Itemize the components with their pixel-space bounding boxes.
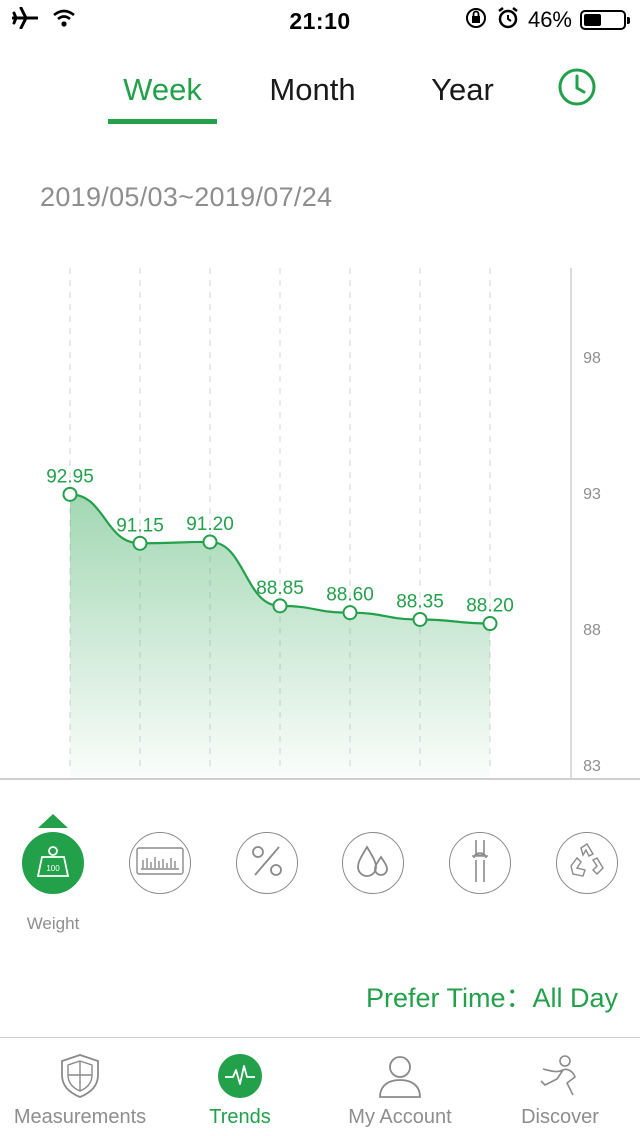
weight-icon: 100 (34, 842, 72, 885)
prefer-time-selector[interactable]: Prefer Time：All Day (365, 983, 618, 1013)
date-range: 2019/05/03~2019/07/24 (40, 182, 333, 212)
battery-percent: 46% (527, 7, 572, 32)
bodyfat-metric-button[interactable] (236, 832, 298, 894)
nav-discover[interactable]: Discover (480, 1038, 640, 1136)
wifi-icon (52, 8, 76, 33)
water-drop-icon (353, 843, 393, 884)
nav-label: Measurements (13, 1106, 147, 1128)
exercise-icon (536, 1052, 584, 1100)
metric-selector: 100 Weight (0, 812, 640, 942)
percent-icon (249, 843, 285, 884)
tab-underline (108, 119, 217, 124)
data-label: 88.85 (256, 578, 304, 599)
period-tabs: Week Month Year (0, 60, 640, 126)
data-label: 91.15 (116, 515, 164, 536)
bottom-nav: Measurements Trends My Account Discover (0, 1037, 640, 1136)
y-tick-label: 98 (583, 350, 601, 367)
status-time: 21:10 (289, 8, 351, 34)
nav-label: Discover (521, 1106, 599, 1128)
bmr-metric-button[interactable] (129, 832, 191, 894)
water-metric-button[interactable] (342, 832, 404, 894)
data-label: 88.35 (396, 591, 444, 612)
data-point[interactable] (272, 598, 288, 614)
data-label: 88.20 (466, 596, 514, 617)
bar-chart-icon (136, 846, 184, 881)
data-point[interactable] (132, 535, 148, 551)
weight-trend-chart: 98 93 88 83 92.95 91.15 91.20 88.85 88.60 88.35 8… (0, 250, 640, 780)
bone-icon (465, 838, 495, 889)
tab-month[interactable]: Month (269, 72, 356, 107)
bone-metric-button[interactable] (449, 832, 511, 894)
status-bar: 21:10 46% (0, 0, 640, 40)
shield-icon (56, 1052, 104, 1100)
tab-year[interactable]: Year (431, 72, 494, 107)
active-metric-pointer (38, 814, 68, 828)
orientation-lock-icon (464, 6, 488, 35)
weight-metric-button[interactable]: 100 (22, 832, 84, 894)
data-point[interactable] (412, 611, 428, 627)
y-tick-label: 93 (583, 486, 601, 503)
data-point[interactable] (482, 616, 498, 632)
clock-icon[interactable] (556, 66, 598, 108)
metabolism-metric-button[interactable] (556, 832, 618, 894)
nav-my-account[interactable]: My Account (320, 1038, 480, 1136)
battery-icon (580, 10, 630, 30)
data-point[interactable] (62, 486, 78, 502)
nav-label: Trends (209, 1106, 271, 1128)
recycle-icon (567, 842, 607, 885)
tab-week[interactable]: Week (123, 72, 202, 107)
nav-label: My Account (348, 1106, 452, 1128)
person-icon (376, 1052, 424, 1100)
svg-text:100: 100 (46, 864, 60, 873)
pulse-icon (216, 1052, 264, 1100)
chart-svg: 98 93 88 83 92.95 91.15 91.20 88.85 88.60 88.35 8… (46, 268, 601, 778)
data-label: 91.20 (186, 514, 234, 535)
y-tick-label: 83 (583, 758, 601, 775)
chart-baseline (0, 778, 640, 780)
nav-trends[interactable]: Trends (160, 1038, 320, 1136)
status-left (11, 6, 76, 34)
data-label: 92.95 (46, 466, 94, 487)
active-metric-label: Weight (26, 914, 80, 933)
area-fill (70, 494, 490, 778)
data-point[interactable] (202, 534, 218, 550)
alarm-icon (496, 6, 520, 35)
data-point[interactable] (342, 605, 358, 621)
y-tick-label: 88 (583, 622, 601, 639)
data-label: 88.60 (326, 585, 374, 606)
airplane-icon (11, 6, 39, 34)
nav-measurements[interactable]: Measurements (0, 1038, 160, 1136)
status-right: 46% (464, 6, 630, 35)
